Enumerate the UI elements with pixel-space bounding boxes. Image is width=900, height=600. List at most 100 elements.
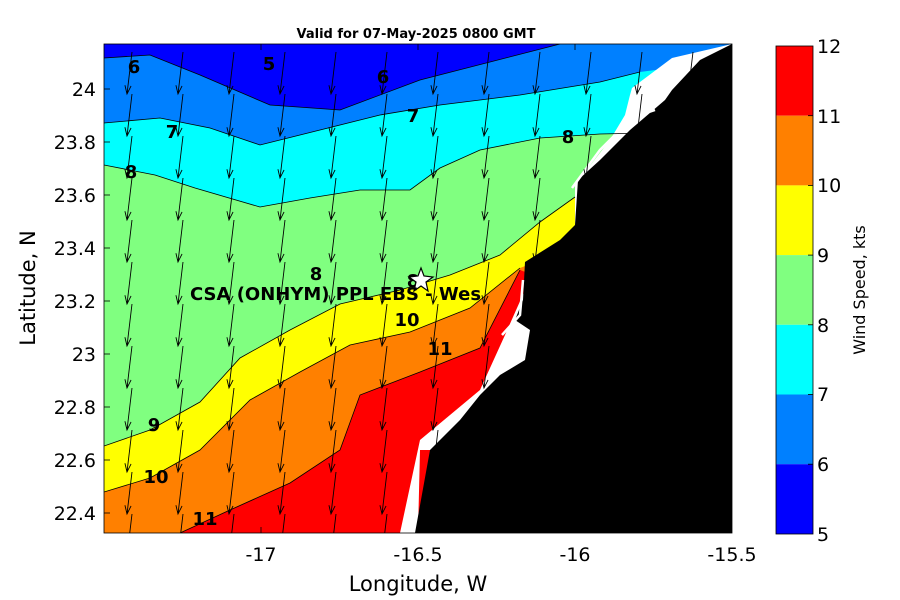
map-plot-area [104,44,732,533]
wind-arrow [175,387,184,432]
colorbar-tick-label: 8 [817,315,829,337]
colorbar-segment [776,324,813,395]
wind-arrow [481,429,490,474]
wind-arrow [226,177,235,222]
y-tick-label: 23.6 [54,185,96,207]
wind-arrow [277,51,286,96]
wind-arrow [379,303,388,348]
colorbar-label: Wind Speed, kts [850,225,869,355]
wind-arrow [481,387,490,432]
y-tick-label: 24 [72,79,96,101]
colorbar-tick-label: 5 [817,524,829,546]
colorbar-tick-label: 12 [817,36,841,58]
wind-arrow [226,387,235,432]
wind-arrow [634,135,643,180]
wind-arrow [583,219,592,264]
contour-label: 7 [407,106,420,127]
wind-arrow [129,513,133,533]
contour-label: 6 [377,67,390,88]
wind-arrow [175,93,184,138]
wind-arrow [379,219,388,264]
wind-arrow [175,471,184,516]
wind-arrow [180,513,184,533]
wind-arrow [430,303,439,348]
wind-arrow [634,93,643,138]
wind-arrow [384,513,388,533]
wind-arrow [277,471,286,516]
wind-arrow [532,177,541,222]
x-tick-label: -16.5 [393,544,442,566]
wind-arrow [583,51,592,96]
wind-arrow [379,93,388,138]
coastline-inlet [501,279,525,336]
wind-arrow [226,471,235,516]
contour-label: 8 [562,127,575,148]
contour-label: 7 [166,122,179,143]
wind-arrow [328,261,337,306]
y-tick-label: 22.4 [54,503,96,525]
map-title: Valid for 07-May-2025 0800 GMT [297,27,536,42]
wind-arrow [328,219,337,264]
x-tick-label: -16 [559,544,590,566]
wind-arrow [328,471,337,516]
colorbar: 12 11 10 9 8 7 6 5 Wind Speed, kts [775,36,869,546]
wind-arrow [634,51,643,96]
colorbar-tick-label: 11 [817,106,841,128]
wind-arrow [226,303,235,348]
wind-arrow [328,93,337,138]
wind-arrow [481,261,490,306]
wind-arrow [532,261,541,306]
wind-arrow [124,219,133,264]
wind-arrow [379,345,388,390]
wind-arrow [481,51,490,96]
wind-arrow [282,513,286,533]
wind-arrow [430,51,439,96]
wind-arrow [430,261,439,306]
wind-arrow [226,93,235,138]
wind-arrow [379,429,388,474]
colorbar-tick-label: 6 [817,454,829,476]
star-icon[interactable] [407,266,435,293]
wind-arrow [277,261,286,306]
contour-label: 10 [143,467,168,488]
wind-arrow [430,345,439,390]
contour-label: 11 [427,339,452,360]
y-tick-label: 23.8 [54,132,96,154]
wind-arrow [379,135,388,180]
wind-arrow [481,177,490,222]
contour-label: 6 [128,57,141,78]
wind-arrow [226,261,235,306]
wind-arrow [379,387,388,432]
wind-arrow [175,177,184,222]
wind-arrow [481,303,490,348]
contour-label: 11 [192,509,217,530]
wind-arrow [175,135,184,180]
wind-arrow [124,177,133,222]
wind-arrow [379,177,388,222]
wind-arrow [226,345,235,390]
wind-arrow [532,135,541,180]
wind-arrow [231,513,235,533]
y-tick-label: 23.2 [54,291,96,313]
wind-arrow [277,303,286,348]
y-tick-label: 23.4 [54,238,96,260]
wind-arrow [124,51,133,96]
wind-arrow [583,93,592,138]
wind-arrow [175,219,184,264]
wind-arrow [277,219,286,264]
wind-arrow [277,429,286,474]
wind-arrow [277,135,286,180]
wind-arrow [328,345,337,390]
wind-arrow [124,429,133,474]
wind-arrow [481,135,490,180]
contour-label: 8 [125,162,138,183]
wind-arrow [175,303,184,348]
wind-arrow [328,177,337,222]
y-axis: 24 23.8 23.6 23.4 23.2 23 22.8 22.6 22.4… [16,79,732,525]
land-mass [415,44,732,533]
colorbar-tick-label: 9 [817,245,829,267]
wind-arrow [124,345,133,390]
wind-arrow [124,387,133,432]
wind-arrow [430,429,439,474]
